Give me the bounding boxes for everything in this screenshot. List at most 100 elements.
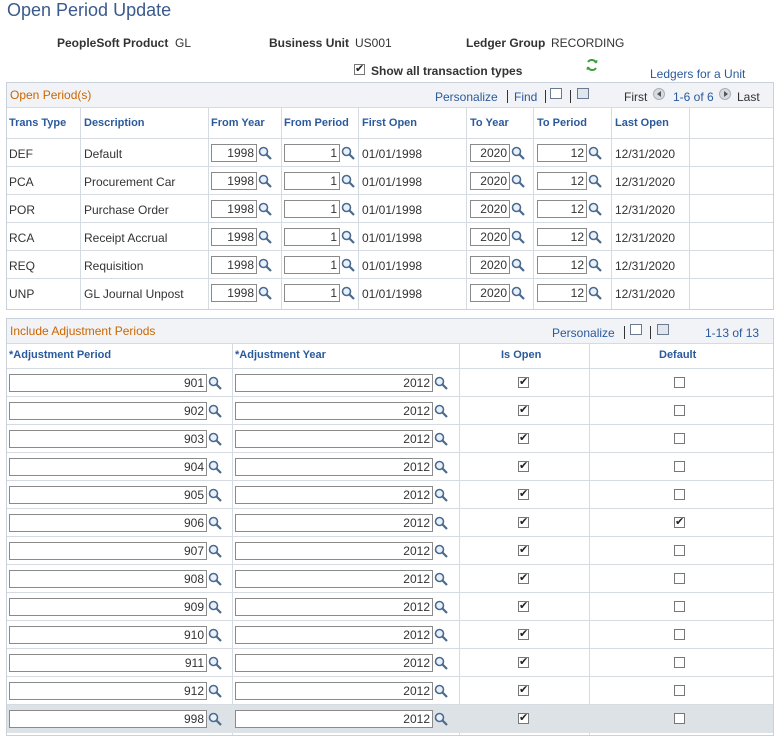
adjustment-year-input[interactable]: 2012 (235, 626, 433, 644)
personalize-link[interactable]: Personalize (552, 326, 615, 340)
default-checkbox[interactable] (674, 489, 685, 500)
lookup-icon[interactable] (588, 174, 602, 188)
show-all-checkbox[interactable] (354, 62, 365, 75)
is-open-checkbox[interactable] (518, 459, 529, 472)
is-open-checkbox[interactable] (518, 683, 529, 696)
adjustment-year-input[interactable]: 2012 (235, 570, 433, 588)
lookup-icon[interactable] (341, 202, 355, 216)
col-from-period[interactable]: From Period (284, 117, 349, 129)
default-checkbox[interactable] (674, 629, 685, 640)
lookup-icon[interactable] (434, 712, 448, 726)
to-period-input[interactable]: 12 (537, 200, 587, 218)
previous-arrow-icon[interactable] (653, 88, 665, 100)
adjustment-year-input[interactable]: 2012 (235, 542, 433, 560)
from-year-input[interactable]: 1998 (211, 200, 257, 218)
refresh-icon[interactable] (585, 58, 599, 75)
adjustment-period-input[interactable]: 904 (9, 458, 207, 476)
lookup-icon[interactable] (208, 376, 222, 390)
from-period-input[interactable]: 1 (284, 144, 340, 162)
adjustment-period-input[interactable]: 905 (9, 486, 207, 504)
lookup-icon[interactable] (588, 230, 602, 244)
from-year-input[interactable]: 1998 (211, 284, 257, 302)
next-arrow-icon[interactable] (719, 88, 731, 100)
default-checkbox[interactable] (674, 573, 685, 584)
from-year-input[interactable]: 1998 (211, 228, 257, 246)
to-period-input[interactable]: 12 (537, 144, 587, 162)
col-adjustment-year[interactable]: *Adjustment Year (235, 349, 326, 361)
to-period-input[interactable]: 12 (537, 172, 587, 190)
adjustment-period-input[interactable]: 901 (9, 374, 207, 392)
adjustment-period-input[interactable]: 912 (9, 682, 207, 700)
lookup-icon[interactable] (208, 572, 222, 586)
adjustment-year-input[interactable]: 2012 (235, 514, 433, 532)
default-checkbox[interactable] (674, 601, 685, 612)
lookup-icon[interactable] (588, 258, 602, 272)
lookup-icon[interactable] (511, 258, 525, 272)
lookup-icon[interactable] (341, 174, 355, 188)
ledgers-for-unit-link[interactable]: Ledgers for a Unit (650, 67, 746, 81)
lookup-icon[interactable] (434, 684, 448, 698)
lookup-icon[interactable] (258, 258, 272, 272)
lookup-icon[interactable] (511, 146, 525, 160)
lookup-icon[interactable] (258, 146, 272, 160)
is-open-checkbox[interactable] (518, 571, 529, 584)
is-open-checkbox[interactable] (518, 711, 529, 724)
adjustment-period-input[interactable]: 903 (9, 430, 207, 448)
is-open-checkbox[interactable] (518, 627, 529, 640)
col-description[interactable]: Description (84, 117, 145, 129)
adjustment-year-input[interactable]: 2012 (235, 598, 433, 616)
adjustment-year-input[interactable]: 2012 (235, 682, 433, 700)
to-year-input[interactable]: 2020 (470, 144, 510, 162)
is-open-checkbox[interactable] (518, 599, 529, 612)
lookup-icon[interactable] (434, 544, 448, 558)
from-year-input[interactable]: 1998 (211, 256, 257, 274)
lookup-icon[interactable] (511, 174, 525, 188)
lookup-icon[interactable] (258, 202, 272, 216)
default-checkbox[interactable] (674, 433, 685, 444)
is-open-checkbox[interactable] (518, 515, 529, 528)
lookup-icon[interactable] (434, 628, 448, 642)
lookup-icon[interactable] (434, 404, 448, 418)
lookup-icon[interactable] (208, 600, 222, 614)
col-to-period[interactable]: To Period (537, 117, 587, 129)
col-adjustment-period[interactable]: *Adjustment Period (9, 349, 112, 361)
to-year-input[interactable]: 2020 (470, 172, 510, 190)
lookup-icon[interactable] (208, 628, 222, 642)
from-period-input[interactable]: 1 (284, 200, 340, 218)
lookup-icon[interactable] (258, 230, 272, 244)
col-last-open[interactable]: Last Open (615, 117, 669, 129)
lookup-icon[interactable] (341, 286, 355, 300)
lookup-icon[interactable] (341, 146, 355, 160)
lookup-icon[interactable] (434, 432, 448, 446)
is-open-checkbox[interactable] (518, 403, 529, 416)
lookup-icon[interactable] (434, 656, 448, 670)
adjustment-year-input[interactable]: 2012 (235, 374, 433, 392)
default-checkbox[interactable] (674, 377, 685, 388)
adjustment-period-input[interactable]: 906 (9, 514, 207, 532)
download-grid-icon[interactable] (657, 324, 669, 335)
to-year-input[interactable]: 2020 (470, 228, 510, 246)
lookup-icon[interactable] (434, 488, 448, 502)
lookup-icon[interactable] (588, 286, 602, 300)
lookup-icon[interactable] (434, 516, 448, 530)
col-is-open[interactable]: Is Open (501, 349, 542, 361)
view-all-icon[interactable] (550, 88, 562, 99)
lookup-icon[interactable] (434, 460, 448, 474)
lookup-icon[interactable] (208, 488, 222, 502)
adjustment-year-input[interactable]: 2012 (235, 458, 433, 476)
to-year-input[interactable]: 2020 (470, 200, 510, 218)
to-year-input[interactable]: 2020 (470, 256, 510, 274)
view-all-icon[interactable] (630, 324, 642, 335)
adjustment-year-input[interactable]: 2012 (235, 430, 433, 448)
is-open-checkbox[interactable] (518, 543, 529, 556)
adjustment-year-input[interactable]: 2012 (235, 402, 433, 420)
lookup-icon[interactable] (434, 376, 448, 390)
to-period-input[interactable]: 12 (537, 228, 587, 246)
lookup-icon[interactable] (208, 432, 222, 446)
adjustment-period-input[interactable]: 909 (9, 598, 207, 616)
lookup-icon[interactable] (208, 656, 222, 670)
to-period-input[interactable]: 12 (537, 256, 587, 274)
from-period-input[interactable]: 1 (284, 284, 340, 302)
from-year-input[interactable]: 1998 (211, 144, 257, 162)
lookup-icon[interactable] (511, 230, 525, 244)
